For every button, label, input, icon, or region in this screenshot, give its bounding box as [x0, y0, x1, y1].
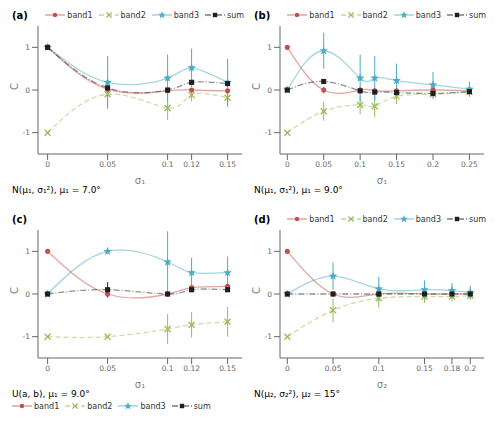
- html-text:N(μ₁, σ₁²), μ₁ = 9.0°: N(μ₁, σ₁²), μ₁ = 9.0°: [254, 185, 343, 195]
- svg-text:0.12: 0.12: [183, 160, 200, 169]
- svg-text:C: C: [9, 287, 20, 294]
- svg-text:0: 0: [25, 290, 30, 299]
- svg-text:0: 0: [45, 364, 50, 373]
- svg-text:σ₁: σ₁: [135, 379, 145, 388]
- html-text:N(μ₁, σ₁²), μ₁ = 7.0°: N(μ₁, σ₁²), μ₁ = 7.0°: [12, 185, 101, 195]
- html-text:sum: sum: [469, 10, 486, 20]
- html-text:band2: band2: [362, 214, 388, 224]
- svg-text:0.18: 0.18: [444, 364, 461, 373]
- svg-text:0.05: 0.05: [325, 364, 342, 373]
- html-text:band1: band1: [309, 10, 335, 20]
- html-text:band3: band3: [140, 401, 166, 411]
- svg-text:0.15: 0.15: [219, 160, 236, 169]
- svg-text:0.15: 0.15: [219, 364, 236, 373]
- html-text:sum: sum: [193, 401, 211, 411]
- svg-text:1: 1: [267, 247, 272, 256]
- html-text:band1: band1: [34, 401, 60, 411]
- html-text:band1: band1: [309, 214, 335, 224]
- html-text:sum: sum: [469, 214, 486, 224]
- html-text:(d): (d): [254, 213, 271, 225]
- html-text:band2: band2: [120, 10, 146, 20]
- html-text:band2: band2: [362, 10, 388, 20]
- svg-text:0: 0: [285, 160, 290, 169]
- svg-text:-1: -1: [23, 128, 31, 137]
- svg-text:C: C: [251, 287, 262, 294]
- svg-text:-1: -1: [23, 332, 31, 341]
- svg-text:0.05: 0.05: [99, 160, 116, 169]
- svg-text:0.05: 0.05: [99, 364, 116, 373]
- svg-text:C: C: [9, 83, 20, 90]
- svg-text:0.1: 0.1: [162, 160, 174, 169]
- html-text:N(μ₂, σ₂²), μ₂ = 15°: N(μ₂, σ₂²), μ₂ = 15°: [254, 389, 340, 399]
- svg-text:0.2: 0.2: [427, 160, 439, 169]
- svg-text:σ₂: σ₂: [377, 379, 387, 388]
- svg-text:1: 1: [25, 247, 30, 256]
- svg-text:0.2: 0.2: [464, 364, 476, 373]
- svg-text:σ₁: σ₁: [135, 175, 145, 184]
- html-text:(b): (b): [254, 9, 271, 21]
- svg-text:0.1: 0.1: [354, 160, 366, 169]
- svg-text:0: 0: [267, 290, 272, 299]
- svg-text:C: C: [251, 83, 262, 90]
- html-text:band2: band2: [87, 401, 113, 411]
- svg-text:0: 0: [267, 86, 272, 95]
- html-text:band3: band3: [415, 10, 441, 20]
- html-text:(c): (c): [12, 213, 28, 225]
- svg-text:1: 1: [25, 43, 30, 52]
- svg-text:0: 0: [285, 364, 290, 373]
- html-text:band3: band3: [415, 214, 441, 224]
- svg-text:0: 0: [25, 86, 30, 95]
- svg-text:0.15: 0.15: [416, 364, 433, 373]
- svg-text:1: 1: [267, 43, 272, 52]
- svg-text:0.05: 0.05: [315, 160, 332, 169]
- svg-text:-1: -1: [265, 332, 273, 341]
- svg-text:-1: -1: [265, 128, 273, 137]
- svg-text:0: 0: [45, 160, 50, 169]
- svg-text:0.1: 0.1: [162, 364, 174, 373]
- html-text:band1: band1: [67, 10, 93, 20]
- html-text:U(a, b), μ₁ = 9.0°: U(a, b), μ₁ = 9.0°: [12, 389, 90, 399]
- svg-text:0.15: 0.15: [388, 160, 405, 169]
- html-text:sum: sum: [227, 10, 244, 20]
- html-text:(a): (a): [12, 9, 28, 21]
- svg-text:σ₁: σ₁: [377, 175, 387, 184]
- html-text:band3: band3: [173, 10, 199, 20]
- svg-text:0.1: 0.1: [373, 364, 385, 373]
- svg-text:0.12: 0.12: [183, 364, 200, 373]
- svg-text:0.25: 0.25: [461, 160, 478, 169]
